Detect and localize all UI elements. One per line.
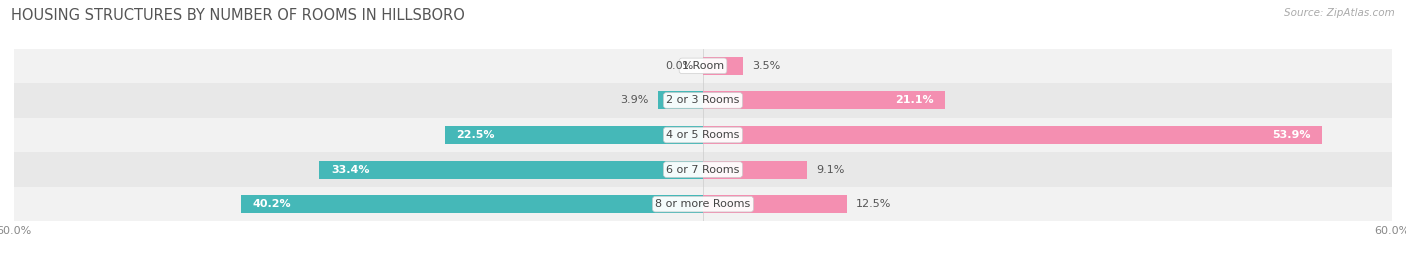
Text: 1 Room: 1 Room — [682, 61, 724, 71]
Text: 33.4%: 33.4% — [330, 164, 370, 175]
Text: 3.5%: 3.5% — [752, 61, 780, 71]
Text: 9.1%: 9.1% — [817, 164, 845, 175]
Legend: Owner-occupied, Renter-occupied: Owner-occupied, Renter-occupied — [579, 266, 827, 270]
Bar — [242, 195, 703, 213]
Text: 2 or 3 Rooms: 2 or 3 Rooms — [666, 95, 740, 106]
Bar — [14, 187, 1392, 221]
Bar — [319, 161, 703, 178]
Bar — [14, 83, 1392, 118]
Text: 53.9%: 53.9% — [1272, 130, 1310, 140]
Text: 40.2%: 40.2% — [253, 199, 291, 209]
Text: 8 or more Rooms: 8 or more Rooms — [655, 199, 751, 209]
Text: 21.1%: 21.1% — [896, 95, 934, 106]
Text: 0.0%: 0.0% — [665, 61, 693, 71]
Bar — [444, 126, 703, 144]
Bar — [703, 161, 807, 178]
Bar — [703, 92, 945, 109]
Text: 3.9%: 3.9% — [620, 95, 650, 106]
Text: 12.5%: 12.5% — [856, 199, 891, 209]
Text: 6 or 7 Rooms: 6 or 7 Rooms — [666, 164, 740, 175]
Text: Source: ZipAtlas.com: Source: ZipAtlas.com — [1284, 8, 1395, 18]
Text: HOUSING STRUCTURES BY NUMBER OF ROOMS IN HILLSBORO: HOUSING STRUCTURES BY NUMBER OF ROOMS IN… — [11, 8, 465, 23]
Bar — [14, 152, 1392, 187]
Bar — [14, 49, 1392, 83]
Bar — [14, 118, 1392, 152]
Bar — [703, 57, 744, 75]
Text: 4 or 5 Rooms: 4 or 5 Rooms — [666, 130, 740, 140]
Bar — [658, 92, 703, 109]
Bar — [703, 195, 846, 213]
Bar — [703, 126, 1322, 144]
Text: 22.5%: 22.5% — [456, 130, 495, 140]
